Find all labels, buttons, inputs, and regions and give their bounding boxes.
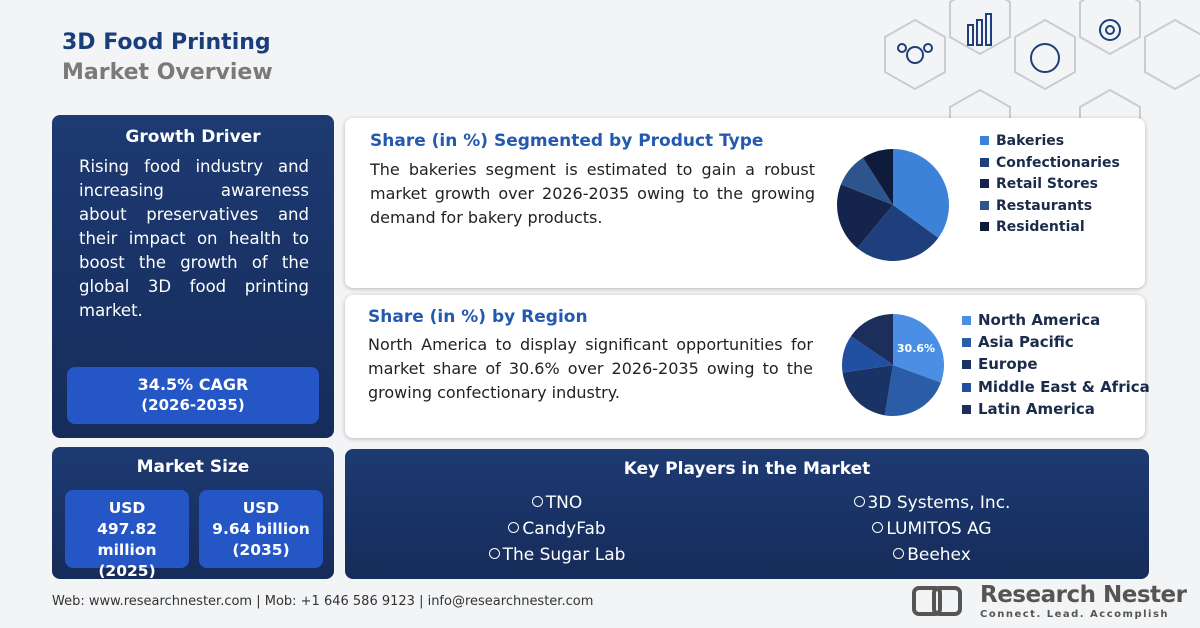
size-currency: USD — [108, 499, 146, 517]
player: TNO — [407, 493, 707, 513]
legend-swatch — [962, 404, 971, 414]
panel-title: Market Size — [136, 457, 250, 477]
region-panel: Share (in %) by Region North America to … — [345, 295, 1145, 438]
legend-swatch — [962, 360, 971, 370]
legend-item: Retail Stores — [980, 176, 1098, 192]
cagr: 34.5% CAGR — [137, 375, 249, 394]
legend-label: Asia Pacific — [978, 333, 1074, 352]
legend-label: Bakeries — [996, 133, 1065, 149]
panel-title: Growth Driver — [125, 127, 261, 147]
legend-swatch — [980, 136, 989, 145]
legend-item: Residential — [980, 219, 1085, 235]
player: LUMITOS AG — [782, 519, 1082, 539]
description: North America to display significant opp… — [368, 335, 813, 402]
pie-slice — [893, 149, 949, 238]
cagr-box: 34.5% CAGR (2026-2035) — [67, 367, 319, 424]
player: CandyFab — [407, 519, 707, 539]
pie: 30.6% — [842, 314, 944, 416]
size-amount: 497.82 million — [97, 520, 157, 559]
legend-item: Latin America — [962, 400, 1095, 418]
pie-slice — [893, 314, 944, 383]
legend-item: Middle East & Africa — [962, 378, 1150, 396]
legend-swatch — [962, 316, 971, 325]
legend-swatch — [962, 382, 971, 392]
legend-label: Latin America — [978, 399, 1095, 418]
legend-item: Restaurants — [980, 198, 1092, 214]
legend-swatch — [980, 200, 989, 210]
growth-panel: Growth Driver Rising food industry and i… — [52, 115, 334, 438]
pie-slice — [857, 205, 939, 261]
pie-slice — [837, 184, 893, 249]
pie-slice — [842, 365, 893, 416]
legend-swatch — [980, 222, 989, 231]
size-box: USD 9.64 billion (2035) — [199, 490, 323, 568]
product-panel: Share (in %) Segmented by Product Type T… — [345, 118, 1145, 288]
description: The bakeries segment is estimated to gai… — [370, 160, 815, 227]
pie-slice — [884, 365, 941, 416]
title: 3D Food Printing — [62, 30, 271, 55]
legend-item: Europe — [962, 355, 1038, 373]
size-year: (2025) — [98, 562, 156, 580]
pie — [837, 149, 949, 261]
legend-item: Bakeries — [980, 133, 1064, 149]
key-players-panel: Key Players in the Market TNO 3D Systems,… — [345, 449, 1149, 579]
legend-item: North America — [962, 311, 1100, 329]
contact: Web: www.researchnester.com | Mob: +1 64… — [52, 594, 594, 609]
brand: Research Nester — [980, 582, 1187, 608]
chart-title: Share (in %) by Region — [368, 307, 588, 327]
chart-title: Share (in %) Segmented by Product Type — [370, 131, 764, 151]
subtitle: Market Overview — [62, 60, 273, 85]
legend-item: Asia Pacific — [962, 333, 1074, 351]
legend-label: Restaurants — [996, 197, 1093, 214]
legend-label: Retail Stores — [996, 176, 1099, 192]
tagline: Connect. Lead. Accomplish — [980, 609, 1170, 620]
size-year: (2035) — [232, 541, 290, 559]
pie-slice — [842, 336, 893, 373]
growth-text: Rising food industry and increasing awar… — [79, 157, 309, 320]
legend-label: Confectionaries — [996, 154, 1120, 171]
pie-slice — [862, 149, 893, 205]
player: Beehex — [782, 545, 1082, 565]
value-label: 30.6% — [897, 342, 935, 355]
player: The Sugar Lab — [407, 545, 707, 565]
legend-swatch — [980, 179, 989, 188]
legend-label: North America — [978, 311, 1101, 329]
decorative-hexagons — [884, 0, 1200, 130]
logo-icon — [912, 586, 962, 616]
legend-swatch — [980, 157, 989, 167]
size-amount: 9.64 billion — [212, 520, 310, 538]
size-currency: USD — [242, 499, 280, 517]
legend-item: Confectionaries — [980, 155, 1120, 171]
pie-slice — [850, 314, 893, 365]
pie-slice — [840, 157, 893, 205]
legend-swatch — [962, 338, 971, 348]
market-size-panel: Market Size USD 497.82 million (2025) USD 9.… — [52, 447, 334, 580]
player: 3D Systems, Inc. — [782, 493, 1082, 513]
size-box: USD 497.82 million (2025) — [65, 490, 189, 580]
legend-label: Middle East & Africa — [978, 377, 1150, 396]
legend-label: Residential — [996, 219, 1085, 235]
cagr-period: (2026-2035) — [141, 396, 245, 414]
panel-title: Key Players in the Market — [623, 459, 871, 479]
legend-label: Europe — [978, 355, 1038, 374]
